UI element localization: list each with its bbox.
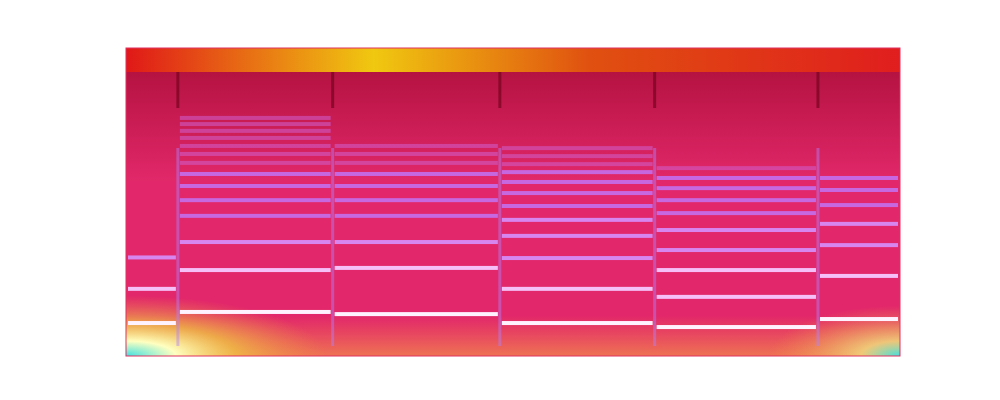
onset <box>176 148 179 346</box>
harmonic <box>180 152 331 156</box>
harmonic <box>180 129 331 133</box>
harmonic <box>502 256 653 260</box>
chart <box>0 0 1000 400</box>
harmonic <box>502 321 653 325</box>
harmonic <box>502 234 653 238</box>
harmonic <box>180 161 331 165</box>
harmonic <box>820 176 898 180</box>
harmonic <box>180 116 331 120</box>
harmonic <box>820 222 898 226</box>
plot-area <box>126 48 900 356</box>
harmonic <box>335 161 498 165</box>
harmonic <box>335 312 498 316</box>
onset-shadow <box>176 72 179 108</box>
harmonic <box>180 184 331 188</box>
harmonic <box>335 240 498 244</box>
harmonic <box>335 266 498 270</box>
onset <box>653 148 656 346</box>
plot-frame <box>126 48 900 356</box>
harmonic <box>657 325 816 329</box>
harmonic <box>657 198 816 202</box>
harmonic <box>335 144 498 148</box>
background <box>126 48 900 356</box>
harmonic <box>335 152 498 156</box>
harmonic <box>657 268 816 272</box>
harmonic <box>180 144 331 148</box>
onset <box>498 148 501 346</box>
harmonic <box>502 154 653 158</box>
harmonic <box>820 188 898 192</box>
harmonic <box>657 211 816 215</box>
harmonic <box>335 214 498 218</box>
harmonic <box>502 204 653 208</box>
harmonic <box>502 146 653 150</box>
harmonic <box>820 274 898 278</box>
harmonic <box>502 218 653 222</box>
harmonic <box>502 180 653 184</box>
harmonic <box>820 243 898 247</box>
harmonic <box>820 203 898 207</box>
background-glow <box>126 296 326 356</box>
harmonic <box>180 310 331 314</box>
harmonic <box>502 170 653 174</box>
harmonic <box>657 176 816 180</box>
harmonic <box>657 166 816 170</box>
onset <box>816 148 819 346</box>
harmonic <box>657 248 816 252</box>
background-glow <box>770 306 900 356</box>
onset-shadow <box>653 72 656 108</box>
harmonic <box>820 317 898 321</box>
onset <box>331 148 334 346</box>
harmonic <box>180 122 331 126</box>
harmonic <box>502 162 653 166</box>
harmonic <box>657 295 816 299</box>
onset-shadow <box>816 72 819 108</box>
harmonic <box>128 321 176 325</box>
harmonic <box>335 172 498 176</box>
harmonic <box>180 198 331 202</box>
harmonic <box>180 268 331 272</box>
harmonic <box>180 136 331 140</box>
background-band <box>126 48 900 72</box>
onset-shadow <box>331 72 334 108</box>
harmonic <box>180 214 331 218</box>
harmonic <box>128 287 176 291</box>
background-shade <box>126 72 900 182</box>
harmonic <box>657 228 816 232</box>
harmonic <box>180 172 331 176</box>
onset-shadow <box>498 72 501 108</box>
harmonic <box>128 255 176 259</box>
harmonic <box>502 191 653 195</box>
harmonic <box>335 184 498 188</box>
harmonic <box>657 186 816 190</box>
harmonic <box>180 240 331 244</box>
harmonic <box>502 287 653 291</box>
harmonic <box>335 198 498 202</box>
